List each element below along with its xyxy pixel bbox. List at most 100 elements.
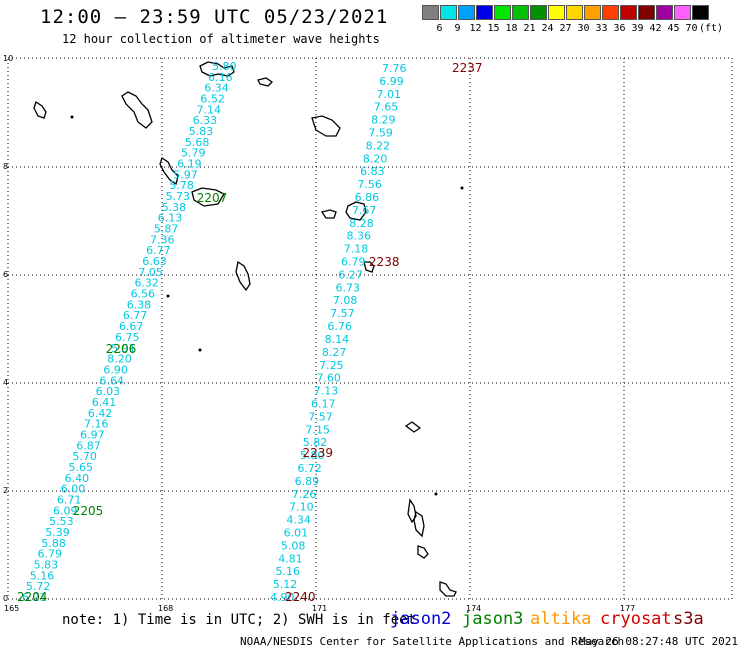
page-title: 12:00 – 23:59 UTC 05/23/2021 bbox=[40, 6, 389, 28]
wave-height-value: 6.89 bbox=[295, 475, 320, 488]
legend-swatch bbox=[440, 5, 457, 20]
legend-bin-label: 27 bbox=[559, 23, 572, 34]
wave-height-value: 7.65 bbox=[374, 101, 399, 114]
islet-dot bbox=[434, 492, 438, 496]
wave-height-value: 8.27 bbox=[322, 346, 347, 359]
island-outline bbox=[417, 545, 429, 559]
wave-height-value: 5.16 bbox=[275, 565, 300, 578]
wave-height-value: 8.29 bbox=[371, 114, 396, 127]
wave-height-value: 4.34 bbox=[286, 514, 311, 527]
wave-height-value: 5.83 bbox=[189, 125, 214, 138]
mission-label-altika: altika bbox=[530, 609, 592, 629]
wave-height-value: 5.80 bbox=[300, 449, 325, 462]
wave-height-value: 6.76 bbox=[327, 320, 352, 333]
wave-height-value: 7.25 bbox=[319, 359, 344, 372]
pass-time-label: 2240 bbox=[285, 590, 316, 604]
wave-height-value: 6.77 bbox=[123, 309, 148, 322]
wave-height-value: 6.72 bbox=[297, 462, 322, 475]
y-tick-label: 8 bbox=[3, 162, 8, 171]
island-outline bbox=[345, 201, 367, 221]
legend-bin-label: 30 bbox=[577, 23, 590, 34]
wave-height-value: 7.57 bbox=[308, 410, 333, 423]
legend-swatch bbox=[566, 5, 583, 20]
wave-height-value: 7.05 bbox=[138, 266, 163, 279]
wave-height-value: 6.86 bbox=[355, 191, 380, 204]
x-tick-label: 168 bbox=[158, 604, 173, 613]
wave-height-value: 6.09 bbox=[53, 504, 78, 517]
wave-height-value: 4.81 bbox=[278, 552, 303, 565]
island-outlines bbox=[33, 61, 464, 597]
islet-dot bbox=[198, 348, 202, 352]
wave-height-value: 6.99 bbox=[379, 75, 404, 88]
legend-bin-label: 18 bbox=[505, 23, 518, 34]
wave-height-value: 5.73 bbox=[165, 190, 190, 203]
wave-height-value: 5.87 bbox=[154, 223, 179, 236]
legend-swatch bbox=[458, 5, 475, 20]
wave-height-value: 5.70 bbox=[72, 450, 97, 463]
page-subtitle: 12 hour collection of altimeter wave hei… bbox=[62, 32, 380, 46]
wave-height-value: 7.16 bbox=[84, 418, 109, 431]
wave-height-value: 7.67 bbox=[352, 204, 377, 217]
wave-height-value: 6.27 bbox=[338, 268, 363, 281]
legend-swatch bbox=[620, 5, 637, 20]
pass-time-label: 2238 bbox=[369, 255, 400, 269]
track-east: 7.766.997.017.658.297.598.228.206.837.56… bbox=[270, 61, 483, 604]
legend-swatch bbox=[422, 5, 439, 20]
wave-height-value: 5.12 bbox=[273, 578, 298, 591]
island-outline bbox=[363, 261, 375, 273]
wave-height-value: 5.83 bbox=[34, 558, 59, 571]
wave-height-value: 5.16 bbox=[30, 569, 55, 582]
wave-height-value: 6.67 bbox=[119, 320, 144, 333]
map-grid bbox=[7, 57, 733, 600]
legend-bin-label: 6 bbox=[436, 23, 443, 34]
wave-height-value: 6.33 bbox=[193, 114, 218, 127]
wave-height-value: 6.41 bbox=[92, 396, 117, 409]
island-outline bbox=[413, 510, 425, 538]
pass-time-label: 2206 bbox=[106, 342, 137, 356]
legend-swatch bbox=[476, 5, 493, 20]
wave-height-value: 6.00 bbox=[61, 483, 86, 496]
wave-height-value: 8.14 bbox=[325, 333, 350, 346]
island-outline bbox=[191, 187, 225, 207]
wave-height-value: 5.72 bbox=[26, 580, 50, 593]
wave-height-value: 5.39 bbox=[45, 526, 70, 539]
legend-bin-label: 21 bbox=[523, 23, 536, 34]
legend-unit-label: (ft) bbox=[698, 23, 724, 34]
pass-time-label: 2205 bbox=[73, 504, 104, 518]
wave-height-value: 6.79 bbox=[341, 256, 366, 269]
islet-dot bbox=[70, 115, 74, 119]
island-outline bbox=[311, 115, 341, 137]
wave-height-value: 7.18 bbox=[344, 243, 369, 256]
legend-swatch bbox=[530, 5, 547, 20]
island-outline bbox=[121, 91, 153, 129]
y-tick-label: 2 bbox=[3, 486, 8, 495]
wave-height-value: 6.79 bbox=[38, 548, 63, 561]
wave-height-value: 5.68 bbox=[185, 136, 210, 149]
units-note: note: 1) Time is in UTC; 2) SWH is in fe… bbox=[62, 612, 417, 628]
wave-height-value: 8.20 bbox=[107, 353, 132, 366]
island-outline bbox=[159, 156, 179, 186]
wave-height-value: 7.15 bbox=[306, 423, 331, 436]
wave-height-value: 5.08 bbox=[281, 539, 306, 552]
wave-height-value: 6.71 bbox=[57, 493, 82, 506]
wave-height-value: 6.73 bbox=[336, 281, 361, 294]
legend-bin-label: 33 bbox=[595, 23, 608, 34]
legend-bin-label: 36 bbox=[613, 23, 626, 34]
wave-height-value: 7.56 bbox=[357, 178, 382, 191]
legend-swatch bbox=[638, 5, 655, 20]
legend-bin-label: 45 bbox=[667, 23, 680, 34]
mission-label-jason3: jason3 bbox=[462, 609, 524, 629]
wave-height-value: 7.60 bbox=[316, 372, 341, 385]
wave-height-value: 6.90 bbox=[103, 363, 128, 376]
altimeter-tracks: 5.806.166.346.527.146.335.835.685.796.19… bbox=[17, 60, 483, 604]
y-tick-label: 10 bbox=[3, 54, 13, 63]
island-outline bbox=[439, 581, 457, 597]
wave-height-value: 6.64 bbox=[100, 374, 125, 387]
wave-height-value: 7.36 bbox=[150, 233, 175, 246]
islet-dot bbox=[460, 186, 464, 190]
x-tick-label: 174 bbox=[466, 604, 481, 613]
wave-height-value: 5.78 bbox=[169, 179, 194, 192]
wave-height-value: 8.20 bbox=[363, 152, 388, 165]
wave-height-value: 5.79 bbox=[181, 147, 206, 160]
wave-height-value: 5.97 bbox=[173, 168, 198, 181]
